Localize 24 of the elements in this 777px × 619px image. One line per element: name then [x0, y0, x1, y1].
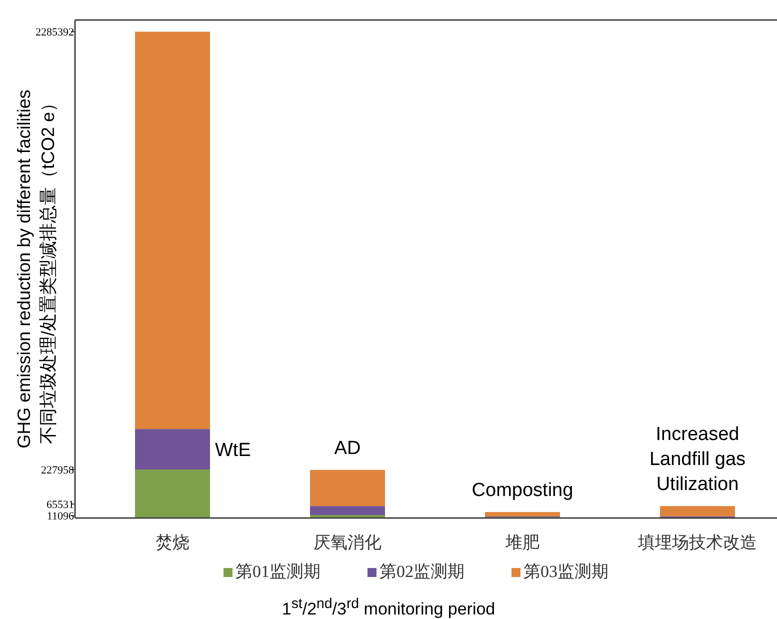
- x-axis-title: 1$^{st}$/2$^{nd}$/3$^{rd}$ monitoring period: [280, 596, 496, 619]
- x-tick-label: 焚烧: [156, 533, 190, 552]
- y-tick-label: 227958: [41, 464, 74, 476]
- annotation: Composting: [472, 480, 574, 502]
- x-tick-label: 厌氧消化: [314, 533, 382, 552]
- y-tick-label: 65531: [46, 499, 74, 512]
- legend-label: 第03监测期: [524, 562, 608, 581]
- bar: [485, 512, 560, 517]
- x-tick-label: 堆肥: [504, 533, 540, 552]
- x-tick-label: 填埋场技术改造: [637, 533, 757, 552]
- bar: [135, 32, 210, 430]
- bar: [310, 506, 385, 516]
- annotation: Increased Landfill gas Utilization: [649, 424, 746, 496]
- legend-label: 第02监测期: [380, 562, 464, 581]
- annotation: AD: [334, 438, 361, 459]
- y-tick-label: 11096: [46, 510, 74, 523]
- legend-label: 第01监测期: [236, 562, 320, 581]
- bar: [135, 429, 210, 470]
- annotation: WtE: [215, 440, 251, 461]
- bar: [660, 506, 735, 516]
- y-tick-label: 2285392: [36, 26, 74, 39]
- bar: [135, 469, 210, 518]
- bar: [310, 470, 385, 506]
- y-axis-title: GHG emission reduction by different facilities 不同垃圾处理/处置类型减排总量（tCO2 e）: [14, 90, 58, 448]
